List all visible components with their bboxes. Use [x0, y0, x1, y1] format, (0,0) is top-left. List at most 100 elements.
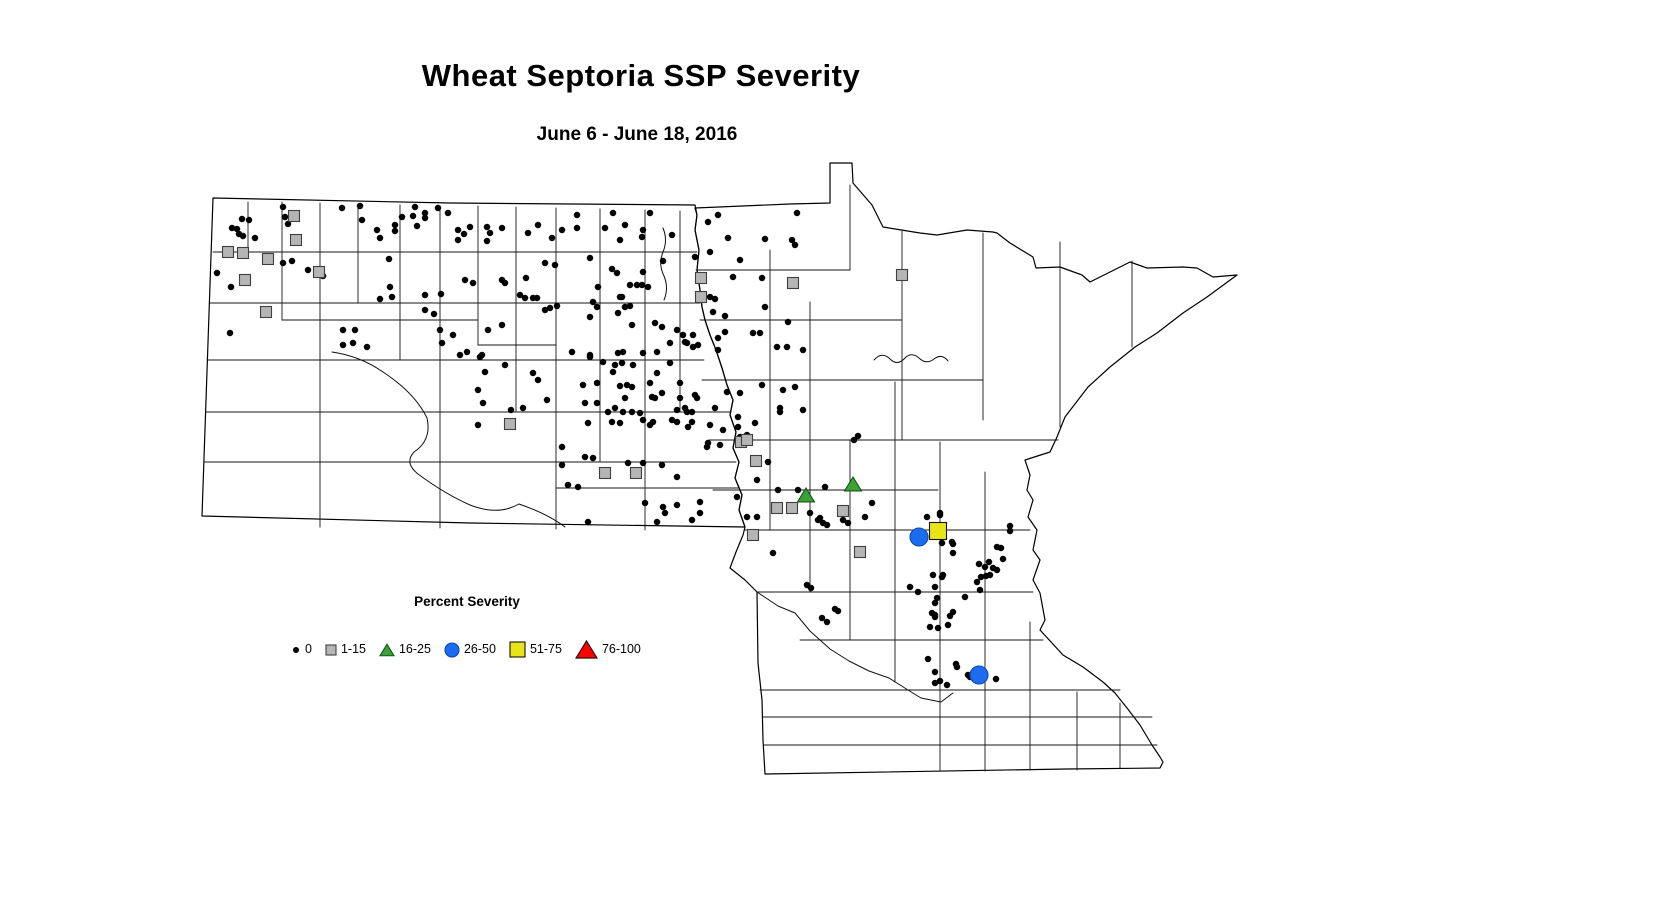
marker-severity-0 [868, 499, 876, 507]
legend-symbol-dot-icon [293, 646, 299, 653]
marker-severity-0 [646, 379, 654, 387]
marker-severity-0 [706, 248, 714, 256]
marker-severity-1-15 [749, 454, 763, 468]
marker-severity-1-15 [261, 252, 275, 266]
marker-severity-0 [639, 459, 647, 467]
legend-symbol-triangle-icon [574, 639, 598, 659]
marker-severity-0 [807, 584, 815, 592]
marker-severity-0 [593, 303, 601, 311]
marker-severity-0 [946, 612, 954, 620]
marker-severity-0 [586, 254, 594, 262]
marker-group-severity-51-75 [928, 521, 948, 541]
marker-severity-0 [976, 586, 984, 594]
marker-severity-0 [533, 294, 541, 302]
marker-severity-1-15 [770, 501, 784, 515]
legend-item-16-25: 16-25 [379, 642, 431, 658]
marker-severity-0 [688, 418, 696, 426]
marker-severity-0 [724, 234, 732, 242]
marker-severity-0 [594, 283, 602, 291]
marker-severity-0 [534, 376, 542, 384]
marker-severity-0 [764, 458, 772, 466]
marker-severity-0 [934, 624, 942, 632]
marker-severity-0 [733, 493, 741, 501]
marker-severity-0 [438, 339, 446, 347]
marker-severity-16-25 [796, 486, 816, 503]
marker-severity-1-15 [853, 545, 867, 559]
marker-severity-0 [638, 233, 646, 241]
marker-severity-0 [498, 224, 506, 232]
marker-severity-0 [589, 454, 597, 462]
marker-severity-0 [398, 213, 406, 221]
marker-severity-1-15 [629, 466, 643, 480]
marker-severity-0 [961, 593, 969, 601]
marker-severity-0 [474, 421, 482, 429]
marker-severity-0 [703, 443, 711, 451]
marker-severity-0 [558, 443, 566, 451]
marker-severity-0 [238, 215, 246, 223]
marker-severity-0 [614, 309, 622, 317]
marker-severity-0 [385, 255, 393, 263]
marker-severity-0 [586, 313, 594, 321]
marker-severity-0 [524, 229, 532, 237]
north-mn-wavy-line [873, 354, 949, 363]
marker-severity-0 [213, 269, 221, 277]
marker-severity-0 [553, 302, 561, 310]
marker-severity-0 [743, 513, 751, 521]
marker-severity-0 [481, 368, 489, 376]
marker-severity-0 [421, 306, 429, 314]
marker-severity-0 [483, 223, 491, 231]
marker-severity-0 [434, 204, 442, 212]
marker-severity-0 [633, 281, 641, 289]
marker-group-severity-26-50 [909, 527, 989, 685]
marker-severity-0 [639, 268, 647, 276]
marker-severity-0 [756, 329, 764, 337]
marker-severity-0 [689, 331, 697, 339]
marker-severity-0 [774, 486, 782, 494]
marker-severity-0 [519, 404, 527, 412]
marker-severity-0 [584, 518, 592, 526]
marker-severity-0 [648, 393, 656, 401]
marker-severity-0 [351, 326, 359, 334]
marker-severity-0 [684, 423, 692, 431]
marker-severity-0 [639, 226, 647, 234]
marker-severity-0 [723, 388, 731, 396]
marker-severity-0 [454, 236, 462, 244]
marker-severity-0 [501, 279, 509, 287]
marker-severity-0 [931, 583, 939, 591]
marker-severity-0 [906, 583, 914, 591]
marker-severity-0 [358, 216, 366, 224]
marker-severity-0 [977, 573, 985, 581]
marker-severity-0 [449, 331, 457, 339]
marker-severity-0 [613, 269, 621, 277]
marker-severity-0 [288, 257, 296, 265]
marker-severity-0 [799, 346, 807, 354]
legend: 0 1-15 16-25 26-50 51-75 76-100 [291, 638, 641, 661]
marker-severity-0 [376, 234, 384, 242]
marker-severity-0 [421, 209, 429, 217]
marker-severity-0 [478, 351, 486, 359]
marker-severity-0 [589, 298, 597, 306]
severity-markers [213, 202, 1014, 689]
marker-severity-0 [599, 358, 607, 366]
marker-severity-0 [973, 578, 981, 586]
marker-severity-0 [791, 241, 799, 249]
marker-severity-0 [861, 513, 869, 521]
marker-severity-0 [761, 235, 769, 243]
marker-severity-0 [818, 614, 826, 622]
marker-severity-0 [799, 406, 807, 414]
marker-severity-0 [646, 209, 654, 217]
county-lines [203, 184, 1158, 772]
marker-severity-0 [611, 404, 619, 412]
marker-severity-0 [658, 323, 666, 331]
marker-severity-0 [719, 426, 727, 434]
marker-severity-0 [688, 408, 696, 416]
date-range-subtitle: June 6 - June 18, 2016 [536, 124, 738, 145]
marker-severity-0 [454, 226, 462, 234]
marker-severity-26-50 [909, 527, 929, 547]
marker-severity-0 [628, 321, 636, 329]
state-outlines [201, 162, 1238, 775]
marker-severity-0 [776, 408, 784, 416]
legend-item-76-100: 76-100 [574, 638, 641, 661]
marker-severity-0 [659, 257, 667, 265]
